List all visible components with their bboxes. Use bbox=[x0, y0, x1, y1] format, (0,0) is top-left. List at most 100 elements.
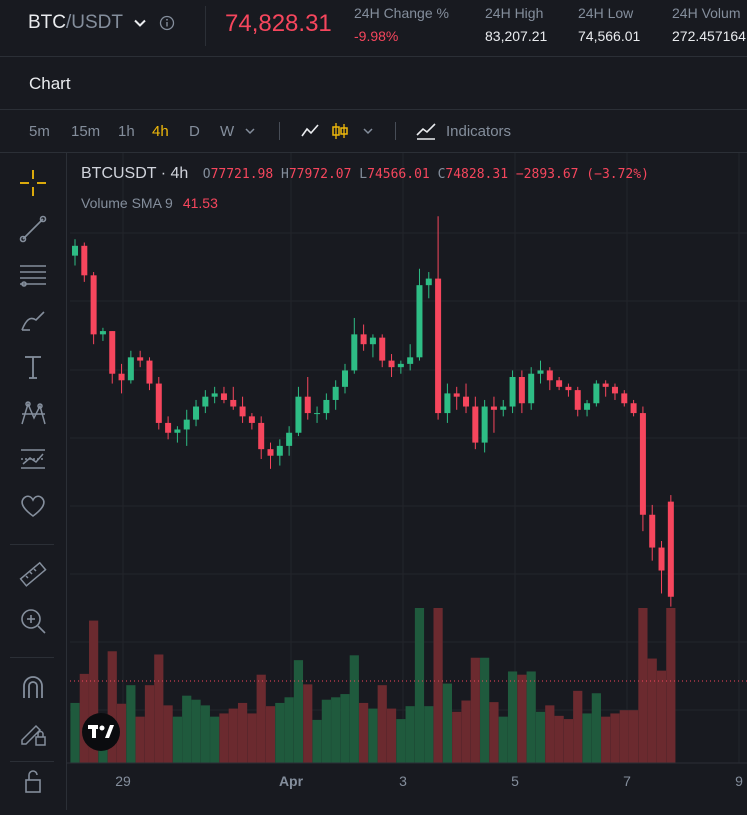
volume-bar bbox=[554, 715, 564, 763]
candle-body bbox=[556, 380, 563, 387]
candle-body bbox=[388, 360, 395, 368]
candle-body bbox=[463, 396, 470, 407]
candle-body bbox=[118, 373, 125, 381]
ruler-icon[interactable] bbox=[17, 559, 49, 591]
candle-body bbox=[109, 331, 116, 374]
stat-value: 74,566.01 bbox=[578, 28, 641, 44]
line-chart-icon[interactable] bbox=[300, 121, 320, 141]
candlestick-chart[interactable]: 29 Apr 3 5 7 9 bbox=[66, 153, 747, 810]
volume-bar bbox=[377, 685, 387, 763]
toolbar-separator bbox=[279, 122, 280, 140]
volume-bar bbox=[210, 716, 220, 763]
volume-bar bbox=[237, 702, 248, 763]
volume-bar bbox=[126, 685, 136, 763]
tab-chart[interactable]: Chart bbox=[29, 74, 71, 93]
chart-type-chevron-icon[interactable] bbox=[362, 125, 374, 137]
candle-body bbox=[546, 370, 553, 381]
candle-body bbox=[351, 334, 358, 371]
candles-icon[interactable] bbox=[330, 121, 350, 141]
ticker-header: BTC/USDT 74,828.31 24H Change % -9.98% 2… bbox=[0, 0, 747, 57]
indicators-icon[interactable] bbox=[415, 121, 437, 141]
volume-bar bbox=[433, 608, 443, 763]
candle-body bbox=[90, 275, 97, 335]
volume-bar bbox=[396, 719, 406, 763]
interval-4h[interactable]: 4h bbox=[152, 123, 169, 140]
candle-body bbox=[425, 278, 432, 286]
stat-24h-change: 24H Change % -9.98% bbox=[354, 5, 449, 44]
chart-area[interactable]: 29 Apr 3 5 7 9 BTCUSDT · 4h O77721.98 H77972.… bbox=[66, 153, 747, 810]
symbol-selector[interactable]: BTC/USDT bbox=[28, 12, 175, 34]
stat-label: 24H High bbox=[485, 5, 544, 21]
volume-bar bbox=[200, 705, 210, 763]
candle-body bbox=[314, 413, 321, 415]
volume-bar bbox=[647, 658, 657, 763]
candle-body bbox=[155, 383, 162, 423]
volume-bar bbox=[591, 693, 601, 763]
volume-bar bbox=[405, 706, 415, 763]
info-icon[interactable] bbox=[159, 15, 175, 31]
volume-bar bbox=[247, 713, 257, 763]
indicators-button[interactable]: Indicators bbox=[446, 123, 512, 140]
volume-bar bbox=[116, 703, 127, 763]
magnet-icon[interactable] bbox=[17, 671, 49, 703]
stat-24h-low: 24H Low 74,566.01 bbox=[578, 5, 640, 44]
text-icon[interactable] bbox=[17, 351, 49, 383]
candle-body bbox=[407, 357, 414, 364]
interval-5m[interactable]: 5m bbox=[29, 123, 50, 140]
zoom-in-icon[interactable] bbox=[17, 605, 49, 637]
candle-body bbox=[304, 396, 311, 414]
interval-d[interactable]: D bbox=[189, 123, 200, 140]
volume-bar bbox=[563, 719, 574, 763]
horizontal-lines-icon[interactable] bbox=[17, 259, 49, 291]
brush-icon[interactable] bbox=[17, 305, 49, 337]
candle-body bbox=[593, 383, 600, 404]
candle-body bbox=[220, 393, 227, 400]
candle-body bbox=[165, 422, 172, 433]
crosshair-icon[interactable] bbox=[17, 167, 49, 199]
candle-body bbox=[490, 406, 497, 410]
chart-legend: BTCUSDT · 4h O77721.98 H77972.07 L74566.… bbox=[81, 165, 649, 183]
stat-24h-volume: 24H Volum 272.457164 bbox=[672, 5, 746, 44]
legend-open: 77721.98 bbox=[210, 167, 274, 182]
candle-body bbox=[416, 285, 423, 358]
volume-bar bbox=[452, 711, 462, 763]
candle-body bbox=[211, 393, 218, 397]
candle-body bbox=[537, 370, 544, 374]
volume-bar bbox=[228, 708, 238, 763]
favorite-icon[interactable] bbox=[17, 489, 49, 521]
candle-body bbox=[369, 337, 376, 345]
candle-body bbox=[509, 377, 516, 407]
lock-drawing-icon[interactable] bbox=[17, 717, 49, 749]
legend-low-label: L bbox=[359, 167, 368, 182]
trend-line-icon[interactable] bbox=[17, 213, 49, 245]
volume-bar bbox=[219, 713, 229, 763]
candle-body bbox=[472, 406, 479, 443]
lock-icon[interactable] bbox=[17, 765, 49, 797]
interval-chevron-icon[interactable] bbox=[244, 125, 256, 137]
candle-body bbox=[397, 363, 404, 368]
volume-bar bbox=[517, 674, 527, 763]
pattern-icon[interactable] bbox=[17, 397, 49, 429]
volume-bar bbox=[526, 671, 536, 763]
tool-divider bbox=[10, 761, 54, 762]
candle-body bbox=[72, 245, 78, 256]
interval-1h[interactable]: 1h bbox=[118, 123, 135, 140]
volume-bar bbox=[498, 716, 508, 763]
volume-bar bbox=[154, 654, 164, 763]
legend-change: −2893.67 (−3.72%) bbox=[515, 167, 649, 182]
volume-legend: Volume SMA 9 41.53 bbox=[81, 195, 218, 211]
base-asset: BTC bbox=[28, 12, 66, 33]
candle-body bbox=[137, 357, 144, 361]
interval-15m[interactable]: 15m bbox=[71, 123, 101, 140]
tradingview-logo[interactable] bbox=[82, 713, 120, 751]
candle-body bbox=[239, 406, 246, 417]
volume-bar bbox=[601, 716, 611, 763]
tool-divider bbox=[10, 657, 54, 658]
chevron-down-icon[interactable] bbox=[133, 16, 147, 30]
stat-label: 24H Change % bbox=[354, 5, 449, 21]
volume-bar bbox=[480, 657, 490, 763]
forecast-icon[interactable] bbox=[17, 443, 49, 475]
quote-asset: /USDT bbox=[66, 12, 123, 33]
interval-w[interactable]: W bbox=[220, 123, 235, 140]
volume-bar bbox=[545, 705, 555, 763]
